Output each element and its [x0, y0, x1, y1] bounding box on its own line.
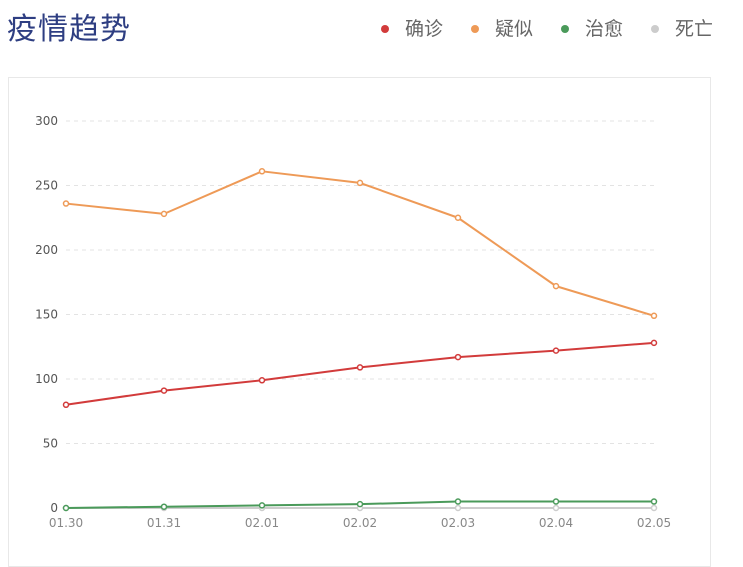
x-tick-label: 01.31 [147, 516, 181, 530]
legend-label-confirmed: 确诊 [404, 18, 443, 40]
legend-item-cured[interactable]: 治愈 [560, 14, 623, 44]
data-point-1 [454, 214, 462, 221]
y-tick-label: 250 [35, 179, 58, 193]
data-point-2 [454, 498, 462, 505]
series-line-0 [65, 341, 655, 406]
chart-legend: 确诊 疑似 治愈 死亡 [380, 14, 713, 44]
x-tick-label: 01.30 [49, 516, 83, 530]
data-point-0 [454, 353, 462, 361]
data-point-1 [160, 210, 168, 218]
data-point-0 [650, 339, 658, 347]
legend-item-dead[interactable]: 死亡 [650, 14, 713, 44]
data-point-0 [552, 347, 560, 354]
y-tick-label: 150 [35, 308, 58, 322]
data-point-1 [356, 179, 364, 187]
data-point-2 [160, 503, 168, 510]
data-point-1 [552, 282, 560, 290]
y-tick-label: 200 [35, 243, 58, 257]
legend-dot-suspected [470, 25, 479, 33]
legend-dot-cured [560, 25, 569, 33]
y-tick-label: 50 [43, 437, 58, 451]
x-tick-label: 02.03 [441, 516, 475, 530]
y-tick-label: 0 [50, 501, 58, 515]
data-point-0 [356, 364, 364, 371]
data-point-0 [258, 377, 266, 384]
series-line-1 [65, 170, 655, 317]
legend-label-dead: 死亡 [674, 18, 713, 40]
data-point-0 [62, 401, 70, 409]
legend-item-confirmed[interactable]: 确诊 [380, 14, 443, 44]
y-tick-label: 300 [35, 114, 58, 128]
page-title: 疫情趋势 [7, 12, 131, 47]
x-tick-label: 02.01 [245, 516, 279, 530]
data-point-0 [160, 387, 168, 394]
legend-label-cured: 治愈 [584, 18, 623, 40]
data-point-1 [62, 200, 70, 207]
data-point-1 [650, 312, 658, 320]
data-point-2 [356, 500, 364, 508]
data-point-3 [650, 504, 658, 512]
data-point-2 [552, 498, 560, 505]
legend-item-suspected[interactable]: 疑似 [470, 14, 533, 44]
y-tick-label: 100 [35, 372, 58, 386]
legend-dot-confirmed [380, 25, 389, 33]
data-point-3 [454, 504, 462, 512]
data-point-1 [258, 168, 266, 175]
x-tick-label: 02.04 [539, 516, 573, 530]
legend-dot-dead [650, 25, 659, 33]
x-tick-label: 02.05 [637, 516, 671, 530]
data-point-3 [552, 504, 560, 512]
legend-label-suspected: 疑似 [494, 18, 533, 40]
data-point-2 [258, 502, 266, 509]
data-point-2 [650, 498, 658, 505]
data-point-2 [62, 504, 70, 512]
x-tick-label: 02.02 [343, 516, 377, 530]
